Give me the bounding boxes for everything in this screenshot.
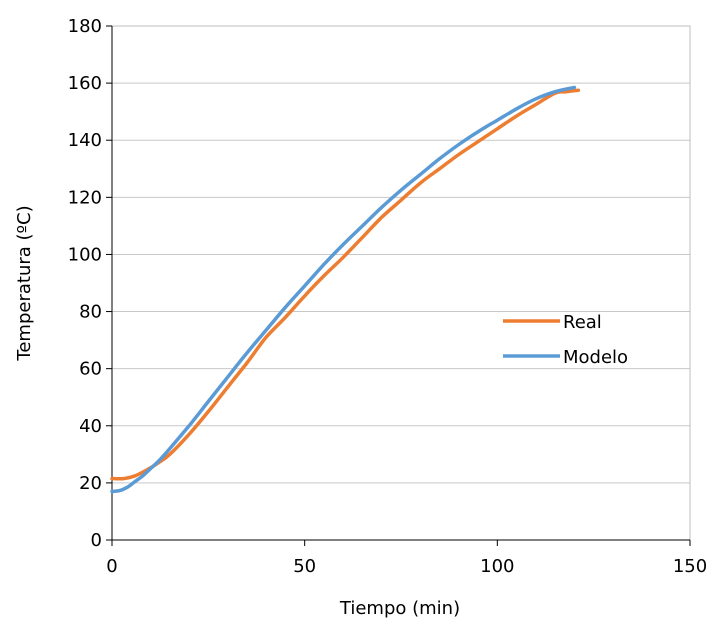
axes: [106, 25, 691, 546]
series-line-real: [110, 88, 581, 481]
y-tick-label: 80: [79, 302, 102, 323]
y-tick-label: 180: [68, 16, 102, 37]
series-lines: [110, 85, 581, 494]
legend-item-real: Real: [503, 312, 602, 333]
x-tick-label: 0: [106, 556, 117, 577]
x-axis-title: Tiempo (min): [339, 598, 460, 619]
x-tick-label: 150: [673, 556, 707, 577]
x-tick-label: 50: [293, 556, 316, 577]
y-tick-label: 20: [79, 473, 102, 494]
y-axis-title: Temperatura (ºC): [14, 205, 35, 361]
y-tick-label: 160: [68, 73, 102, 94]
y-tick-label: 0: [91, 530, 102, 551]
y-tick-label: 140: [68, 130, 102, 151]
y-tick-label: 100: [68, 244, 102, 265]
series-line-modelo: [110, 85, 577, 494]
legend: Real Modelo: [503, 312, 628, 368]
y-tick-label: 40: [79, 416, 102, 437]
y-tick-labels: 0 20 40 60 80 100 120 140 160 180: [68, 16, 102, 551]
x-tick-labels: 0 50 100 150: [106, 556, 707, 577]
legend-label-modelo: Modelo: [563, 347, 628, 368]
x-tick-label: 100: [480, 556, 514, 577]
y-tick-label: 120: [68, 187, 102, 208]
y-tick-label: 60: [79, 359, 102, 380]
legend-label-real: Real: [563, 312, 602, 333]
plot-area-frame: [111, 25, 691, 541]
legend-item-modelo: Modelo: [503, 347, 628, 368]
